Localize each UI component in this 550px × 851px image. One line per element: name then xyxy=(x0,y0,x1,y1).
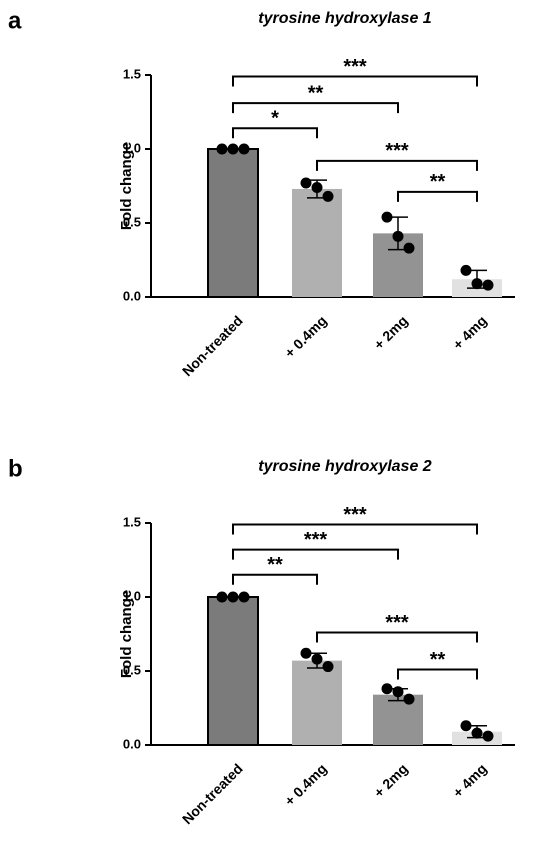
significance-label: *** xyxy=(304,529,328,551)
significance-label: *** xyxy=(385,612,409,634)
y-tick-label: 0.5 xyxy=(123,662,141,677)
data-point xyxy=(311,653,323,665)
significance-label: ** xyxy=(430,649,446,671)
data-point xyxy=(392,230,404,242)
bar xyxy=(207,596,259,746)
significance-bracket xyxy=(232,102,399,114)
y-tick-label: 1.0 xyxy=(123,588,141,603)
y-tick-label: 1.5 xyxy=(123,514,141,529)
data-point xyxy=(403,693,415,705)
significance-bracket xyxy=(316,159,478,171)
chart-title: tyrosine hydroxylase 1 xyxy=(258,10,432,27)
significance-label: ** xyxy=(267,554,283,576)
data-point xyxy=(381,211,393,223)
significance-bracket xyxy=(232,573,318,585)
significance-bracket xyxy=(232,548,399,560)
data-point xyxy=(300,647,312,659)
y-tick-label: 0.5 xyxy=(123,214,141,229)
significance-bracket xyxy=(232,127,318,139)
panel: a tyrosine hydroxylase 1 Fold change 0.0 0.5… xyxy=(8,7,515,379)
data-point xyxy=(311,181,323,193)
x-tick-label: + 4mg xyxy=(450,312,490,352)
data-point xyxy=(482,730,494,742)
data-point xyxy=(227,143,239,155)
y-tick-label: 0.0 xyxy=(123,288,141,303)
data-point xyxy=(460,264,472,276)
data-point xyxy=(300,177,312,189)
bar xyxy=(207,148,259,298)
x-tick-label: Non-treated xyxy=(179,312,246,379)
x-tick-label: + 2mg xyxy=(371,760,411,800)
data-point xyxy=(322,661,334,673)
x-tick-label: + 0.4mg xyxy=(281,760,329,808)
data-point xyxy=(227,591,239,603)
data-point xyxy=(460,720,472,732)
y-tick-label: 1.5 xyxy=(123,66,141,81)
y-tick-label: 0.0 xyxy=(123,736,141,751)
x-tick-label: + 2mg xyxy=(371,312,411,352)
significance-bracket xyxy=(232,523,478,535)
x-tick-label: Non-treated xyxy=(179,760,246,827)
data-point xyxy=(392,686,404,698)
significance-bracket xyxy=(397,190,478,202)
significance-label: *** xyxy=(343,56,367,78)
data-point xyxy=(471,727,483,739)
data-point xyxy=(471,278,483,290)
panel-label: a xyxy=(8,7,22,34)
data-point xyxy=(482,279,494,291)
significance-bracket xyxy=(397,668,478,680)
bar xyxy=(292,660,342,745)
significance-label: *** xyxy=(385,140,409,162)
significance-label: * xyxy=(271,108,279,130)
panel: b tyrosine hydroxylase 2 Fold change 0.0 0.5… xyxy=(8,455,515,827)
data-point xyxy=(238,143,250,155)
y-axis-label: Fold change xyxy=(118,142,135,230)
data-point xyxy=(216,591,228,603)
bar xyxy=(373,694,423,745)
x-tick-label: + 4mg xyxy=(450,760,490,800)
data-point xyxy=(403,242,415,254)
significance-bracket xyxy=(316,631,478,643)
y-axis-label: Fold change xyxy=(118,590,135,678)
data-point xyxy=(238,591,250,603)
data-point xyxy=(381,683,393,695)
significance-label: *** xyxy=(343,504,367,526)
x-tick-label: + 0.4mg xyxy=(281,312,329,360)
significance-label: ** xyxy=(308,82,324,104)
data-point xyxy=(216,143,228,155)
panel-label: b xyxy=(8,455,23,482)
significance-bracket xyxy=(232,75,478,87)
y-tick-label: 1.0 xyxy=(123,140,141,155)
chart-title: tyrosine hydroxylase 2 xyxy=(258,458,432,475)
data-point xyxy=(322,190,334,202)
bar xyxy=(292,188,342,297)
significance-label: ** xyxy=(430,171,446,193)
